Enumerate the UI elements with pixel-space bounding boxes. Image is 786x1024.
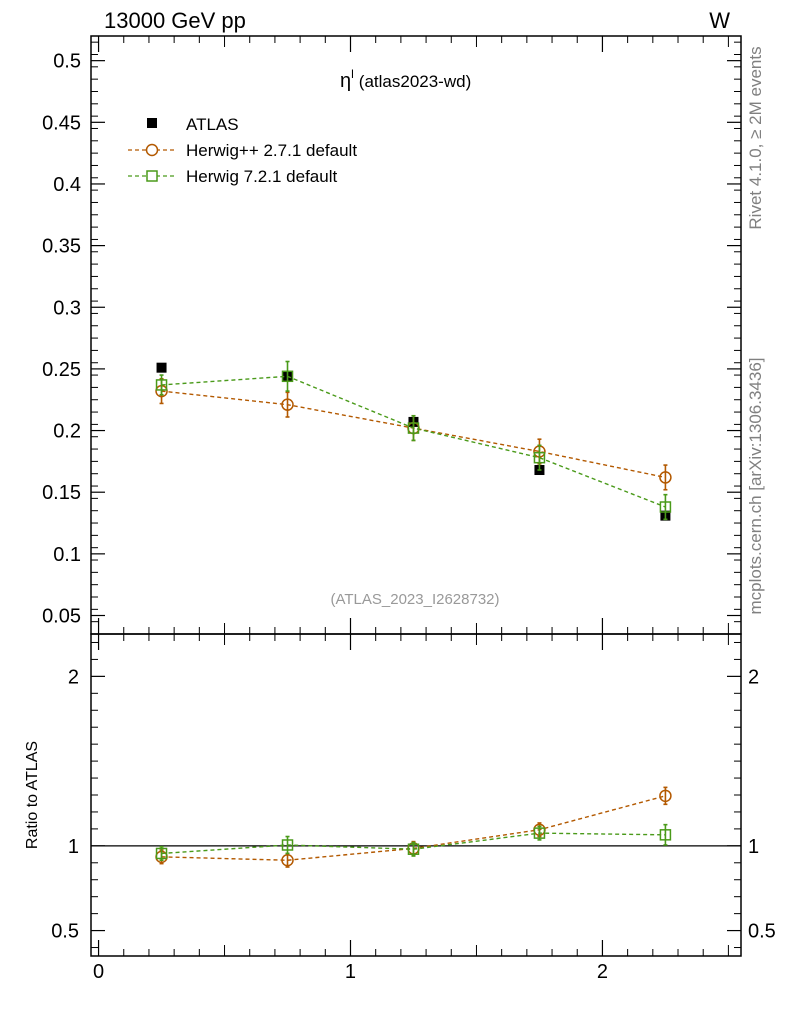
legend-marker-atlas (147, 118, 157, 128)
main-y-axis: 0.05 0.1 0.15 0.2 0.25 0.3 0.35 0.4 0.45 0.5 (42, 41, 741, 635)
y-tick-label: 0.05 (42, 606, 81, 628)
legend-label-atlas: ATLAS (186, 115, 239, 134)
energy-label: 13000 GeV pp (104, 8, 246, 33)
ratio-series (155, 786, 672, 868)
process-label: W (709, 8, 730, 33)
main-herwig7-point (407, 422, 420, 434)
legend: ATLAS Herwig++ 2.7.1 default Herwig 7.2.… (128, 115, 357, 186)
ratio-herwig7-point (533, 827, 546, 839)
title-text: (atlas2023-wd) (359, 72, 471, 91)
y-tick-label: 0.5 (53, 51, 81, 73)
analysis-watermark: (ATLAS_2023_I2628732) (330, 591, 499, 608)
mcplots-label: mcplots.cern.ch [arXiv:1306.3436] (746, 357, 765, 614)
title-superscript: l (351, 67, 354, 81)
legend-marker-herwigpp (145, 143, 159, 157)
y-tick-label: 0.45 (42, 112, 81, 134)
main-herwig7-point (155, 379, 168, 391)
ratio-tick-label: 0.5 (51, 921, 79, 943)
y-tick-label: 0.4 (53, 174, 81, 196)
ratio-tick-label: 2 (68, 666, 79, 688)
main-herwig7-point (281, 370, 294, 383)
ratio-herwigpp-point (659, 789, 672, 803)
main-herwig7-point (533, 451, 546, 464)
ratio-herwig7-point (281, 839, 294, 851)
ratio-panel: 0.5 0.5 1 1 2 2 Ratio to ATLAS (24, 633, 776, 957)
ratio-tick-label-right: 0.5 (748, 921, 776, 943)
y-tick-label: 0.15 (42, 482, 81, 504)
x-tick-label: 2 (597, 961, 608, 983)
ratio-y-axis: 0.5 0.5 1 1 2 2 (51, 641, 776, 949)
ratio-ylabel: Ratio to ATLAS (24, 741, 41, 849)
ratio-tick-label-right: 1 (748, 836, 759, 858)
legend-marker-herwig7 (146, 170, 158, 182)
rivet-label: Rivet 4.1.0, ≥ 2M events (746, 46, 765, 229)
y-tick-label: 0.2 (53, 421, 81, 443)
legend-label-herwigpp: Herwig++ 2.7.1 default (186, 141, 357, 160)
x-tick-label: 0 (93, 961, 104, 983)
ratio-herwigpp-point (281, 853, 294, 867)
main-panel: 0.05 0.1 0.15 0.2 0.25 0.3 0.35 0.4 0.45 0.5 ηl (a… (42, 35, 742, 635)
y-tick-label: 0.3 (53, 297, 81, 319)
main-herwigpp-point (659, 471, 672, 484)
y-tick-label: 0.35 (42, 236, 81, 258)
ratio-herwig7-point (659, 829, 672, 841)
ratio-tick-label: 1 (68, 836, 79, 858)
ratio-herwig7-point (155, 847, 168, 860)
x-axis: 0 1 2 (93, 36, 729, 983)
main-herwigpp-point (281, 398, 294, 411)
main-atlas-point (156, 362, 167, 373)
ratio-herwig7-point (407, 843, 420, 855)
y-tick-label: 0.1 (53, 544, 81, 566)
main-series (155, 360, 672, 521)
ratio-tick-label-right: 2 (748, 666, 759, 688)
legend-label-herwig7: Herwig 7.2.1 default (186, 167, 337, 186)
y-tick-label: 0.25 (42, 359, 81, 381)
chart-title: ηl (atlas2023-wd) (340, 67, 471, 92)
x-tick-label: 1 (345, 961, 356, 983)
main-herwig7-point (659, 501, 672, 513)
title-symbol: η (340, 70, 351, 92)
